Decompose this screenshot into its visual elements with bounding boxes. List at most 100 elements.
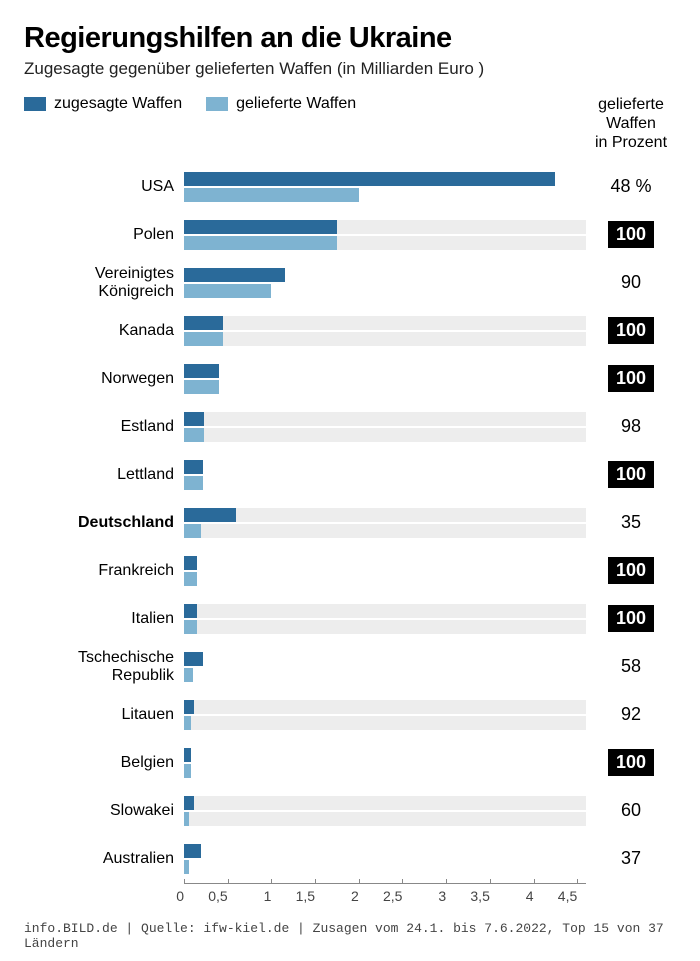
bar-track-delivered [184,524,586,538]
bar-fill-pledged [184,844,201,858]
bar-fill-pledged [184,220,337,234]
bar-cell [184,499,586,547]
bar-track-pledged [184,364,586,378]
percent-value: 37 [606,848,656,869]
percent-value: 100 [608,221,654,248]
bar-fill-pledged [184,172,555,186]
bar-fill-delivered [184,764,191,778]
bar-fill-delivered [184,860,189,874]
bar-track-pledged [184,460,586,474]
bar-fill-pledged [184,364,219,378]
bar-fill-pledged [184,796,194,810]
chart-title: Regierungshilfen an die Ukraine [24,22,676,55]
labels-column: USA Polen Vereinigtes Königreich Kanada Norw… [24,163,184,883]
bar-cell [184,355,586,403]
country-label: Deutschland [24,514,184,532]
country-label: Kanada [24,322,184,340]
country-label: Belgien [24,754,184,772]
percent-value: 100 [608,557,654,584]
country-label: Lettland [24,466,184,484]
bar-fill-pledged [184,508,236,522]
bar-cell [184,643,586,691]
percent-value: 100 [608,461,654,488]
percent-value: 58 [606,656,656,677]
bar-fill-pledged [184,316,223,330]
bar-fill-delivered [184,380,219,394]
bar-track-pledged [184,700,586,714]
bar-fill-delivered [184,428,204,442]
bar-cell [184,691,586,739]
chart-body: USA Polen Vereinigtes Königreich Kanada Norw… [24,163,676,883]
country-label: Frankreich [24,562,184,580]
bar-fill-delivered [184,716,191,730]
country-label: Norwegen [24,370,184,388]
bar-track-pledged [184,412,586,426]
country-label: Slowakei [24,802,184,820]
bar-fill-pledged [184,604,197,618]
percent-column: 48 %10090100100981003510010058921006037 [586,163,676,883]
bar-track-delivered [184,380,586,394]
chart-subtitle: Zugesagte gegenüber gelieferten Waffen (… [24,59,676,79]
bar-track-delivered [184,236,586,250]
bar-fill-pledged [184,652,203,666]
bar-fill-delivered [184,188,359,202]
bar-fill-delivered [184,668,193,682]
bar-track-pledged [184,508,586,522]
legend: zugesagte Waffen gelieferte Waffen [24,95,586,113]
bar-cell [184,163,586,211]
bar-track-pledged [184,268,586,282]
bar-track-pledged [184,316,586,330]
bar-cell [184,259,586,307]
bar-fill-delivered [184,236,337,250]
bar-track-delivered [184,620,586,634]
bar-track-delivered [184,764,586,778]
bar-track-pledged [184,220,586,234]
bar-track-pledged [184,796,586,810]
bar-fill-delivered [184,812,189,826]
bar-cell [184,403,586,451]
bar-track-pledged [184,748,586,762]
bar-track-delivered [184,572,586,586]
bar-track-delivered [184,428,586,442]
bar-fill-pledged [184,412,204,426]
country-label: USA [24,178,184,196]
legend-label-pledged: zugesagte Waffen [54,95,182,113]
bar-track-pledged [184,844,586,858]
country-label: Polen [24,226,184,244]
percent-value: 98 [606,416,656,437]
bar-track-delivered [184,476,586,490]
header-row: zugesagte Waffen gelieferte Waffen gelie… [24,95,676,153]
bar-track-delivered [184,332,586,346]
bars-column [184,163,586,883]
percent-value: 92 [606,704,656,725]
swatch-delivered [206,97,228,111]
bar-fill-delivered [184,332,223,346]
percent-value: 100 [608,605,654,632]
bar-track-pledged [184,652,586,666]
bar-track-delivered [184,188,586,202]
bar-cell [184,307,586,355]
country-label: Estland [24,418,184,436]
bar-fill-pledged [184,748,191,762]
bar-fill-delivered [184,620,197,634]
bar-cell [184,787,586,835]
bar-track-delivered [184,284,586,298]
bar-cell [184,211,586,259]
bar-fill-delivered [184,284,271,298]
swatch-pledged [24,97,46,111]
country-label: Vereinigtes Königreich [24,265,184,301]
country-label: Australien [24,850,184,868]
percent-value: 35 [606,512,656,533]
bar-track-pledged [184,604,586,618]
country-label: Litauen [24,706,184,724]
bar-track-pledged [184,172,586,186]
bar-track-delivered [184,860,586,874]
percent-value: 100 [608,365,654,392]
percent-value: 100 [608,317,654,344]
bar-fill-pledged [184,700,194,714]
bar-track-delivered [184,668,586,682]
percent-value: 48 % [606,176,656,197]
bar-cell [184,739,586,787]
bar-fill-pledged [184,460,203,474]
legend-label-delivered: gelieferte Waffen [236,95,356,113]
